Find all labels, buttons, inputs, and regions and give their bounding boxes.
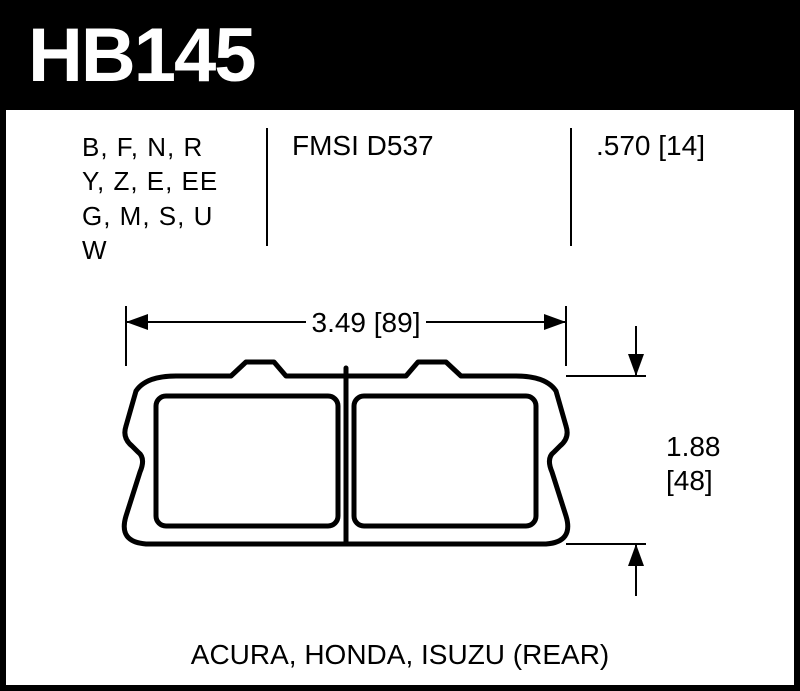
thickness-value: .570 [14]: [596, 130, 705, 162]
height-mm-label: [48]: [666, 465, 713, 496]
fmsi-code: FMSI D537: [292, 130, 434, 162]
header-bar: HB145: [6, 6, 794, 110]
codes-line: Y, Z, E, EE: [82, 164, 218, 198]
width-label: 3.49 [89]: [312, 307, 421, 338]
diagram-svg: 3.49 [89] 1.88 [48]: [6, 286, 794, 626]
codes-line: W: [82, 233, 218, 267]
part-number-title: HB145: [28, 12, 255, 99]
height-dimension: 1.88 [48]: [566, 326, 721, 596]
info-row: B, F, N, R Y, Z, E, EE G, M, S, U W FMSI…: [6, 124, 794, 294]
codes-line: G, M, S, U: [82, 199, 218, 233]
height-label: 1.88: [666, 431, 721, 462]
divider: [570, 128, 572, 246]
divider: [266, 128, 268, 246]
width-dimension: 3.49 [89]: [126, 306, 566, 366]
codes-line: B, F, N, R: [82, 130, 218, 164]
pad-outline: [124, 362, 568, 544]
vehicle-applications: ACURA, HONDA, ISUZU (REAR): [6, 639, 794, 671]
compound-codes: B, F, N, R Y, Z, E, EE G, M, S, U W: [82, 130, 218, 267]
page-frame: HB145 B, F, N, R Y, Z, E, EE G, M, S, U …: [0, 0, 800, 691]
brake-pad-diagram: 3.49 [89] 1.88 [48]: [6, 286, 794, 626]
